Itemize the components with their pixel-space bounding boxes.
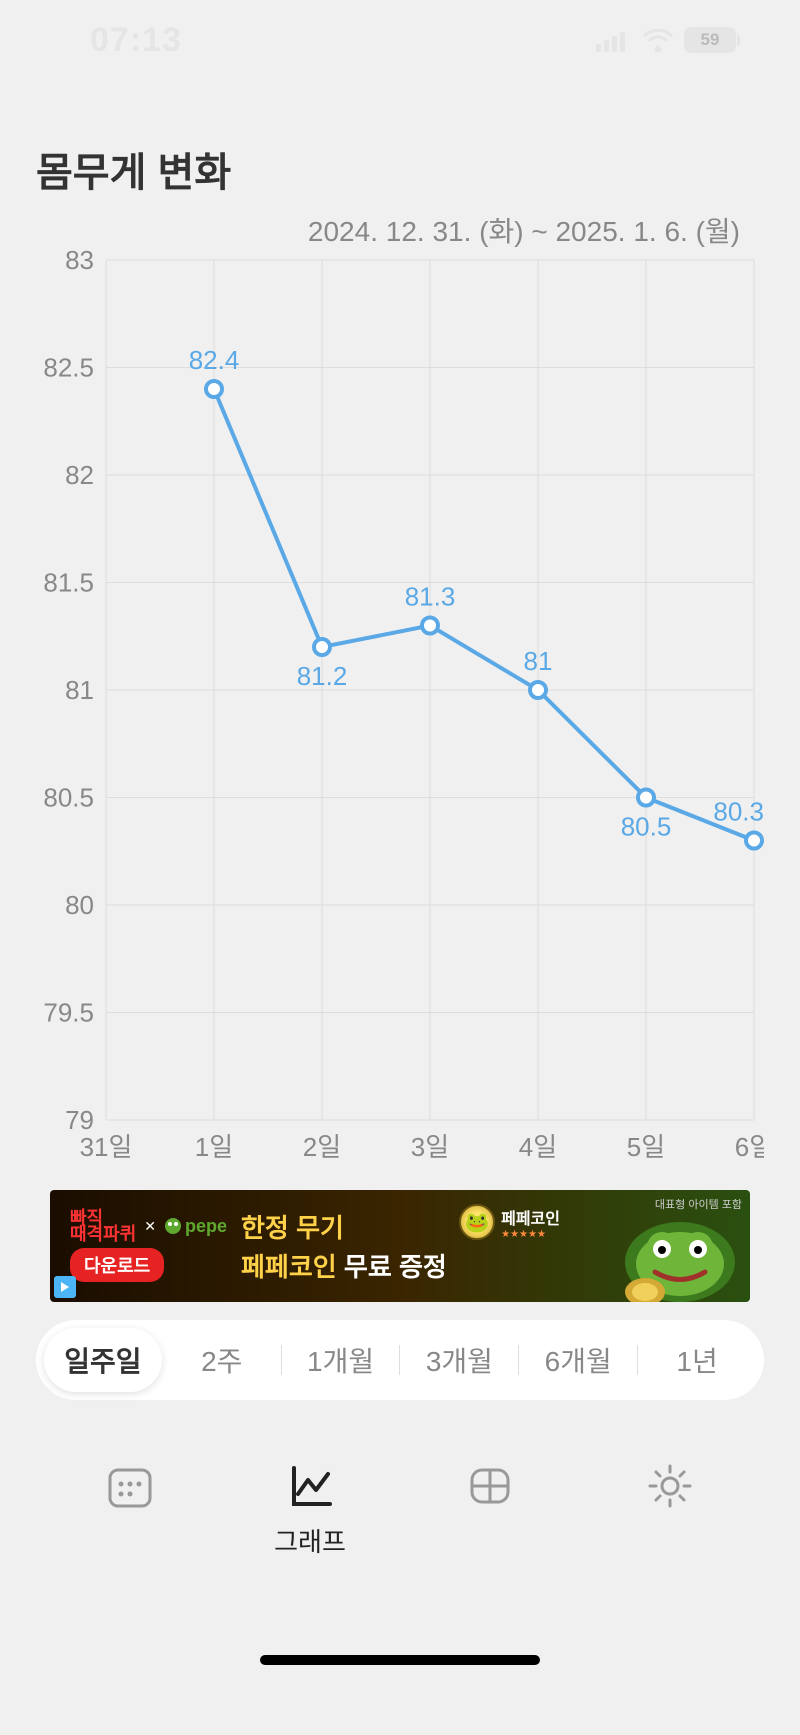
status-indicators: 59 [596,27,740,53]
battery-icon: 59 [684,27,740,53]
nav-label: 그래프 [274,1522,346,1559]
svg-text:6일: 6일 [735,1132,764,1162]
period-tab-0[interactable]: 일주일 [44,1328,162,1392]
svg-text:81: 81 [65,675,94,705]
svg-text:80.5: 80.5 [621,812,672,842]
table-icon [464,1460,516,1512]
svg-text:5일: 5일 [627,1132,665,1162]
signal-icon [596,28,632,52]
nav-table[interactable] [430,1460,550,1512]
period-tab-5[interactable]: 1년 [638,1328,756,1392]
ad-coin-badge: 🐸 페페코인 ★★★★★ [459,1204,560,1240]
svg-text:79: 79 [65,1105,94,1135]
date-range: 2024. 12. 31. (화) ~ 2025. 1. 6. (월) [308,210,740,250]
nav-graph[interactable]: 그래프 [250,1460,370,1559]
ad-tag: 대표형 아이템 포함 [655,1196,742,1212]
svg-text:80.3: 80.3 [713,797,764,827]
ad-text: 한정 무기 페페코인 무료 증정 [241,1208,447,1284]
ad-line2: 페페코인 무료 증정 [241,1247,447,1284]
ad-line1: 한정 무기 [241,1208,447,1245]
svg-text:81.2: 81.2 [297,661,348,691]
bottom-nav: 그래프 [0,1440,800,1600]
weight-chart: 83 82.5 82 81.5 81 80.5 80 79.5 7931일 1일 2일 3일 4일 5일 6… [36,250,764,1170]
calendar-icon [104,1460,156,1512]
status-bar: 07:13 59 [0,0,800,80]
svg-text:4일: 4일 [519,1132,557,1162]
nav-gear[interactable] [610,1460,730,1512]
period-tabs: 일주일2주1개월3개월6개월1년 [36,1320,764,1400]
ad-download-button[interactable]: 다운로드 [70,1248,164,1282]
svg-text:82: 82 [65,460,94,490]
svg-text:81: 81 [524,646,553,676]
ad-brand1: 빠직 때격파퀴 [70,1210,136,1242]
ad-brand2: pepe [164,1216,227,1237]
status-time: 07:13 [90,21,182,60]
period-tab-1[interactable]: 2주 [163,1328,281,1392]
svg-text:79.5: 79.5 [43,998,94,1028]
svg-text:82.5: 82.5 [43,353,94,383]
battery-percent: 59 [701,30,720,50]
svg-text:80: 80 [65,890,94,920]
svg-text:81.5: 81.5 [43,568,94,598]
ad-play-icon [54,1276,76,1298]
page-title: 몸무게 변화 [36,140,231,198]
ad-banner[interactable]: 빠직 때격파퀴 ✕ pepe 다운로드 한정 무기 페페코인 무료 증정 🐸 페… [50,1190,750,1302]
svg-text:80.5: 80.5 [43,783,94,813]
svg-text:83: 83 [65,250,94,275]
nav-calendar[interactable] [70,1460,190,1512]
svg-text:31일: 31일 [80,1132,133,1162]
period-tab-3[interactable]: 3개월 [400,1328,518,1392]
svg-text:1일: 1일 [195,1132,233,1162]
svg-text:81.3: 81.3 [405,582,456,612]
ad-x: ✕ [144,1218,156,1235]
ad-left: 빠직 때격파퀴 ✕ pepe 다운로드 [70,1210,227,1282]
coin-icon: 🐸 [459,1204,495,1240]
gear-icon [644,1460,696,1512]
graph-icon [284,1460,336,1512]
svg-text:3일: 3일 [411,1132,449,1162]
svg-text:82.4: 82.4 [189,345,240,375]
home-indicator [260,1655,540,1665]
period-tab-4[interactable]: 6개월 [519,1328,637,1392]
svg-text:2일: 2일 [303,1132,341,1162]
period-tab-2[interactable]: 1개월 [282,1328,400,1392]
wifi-icon [642,28,674,52]
